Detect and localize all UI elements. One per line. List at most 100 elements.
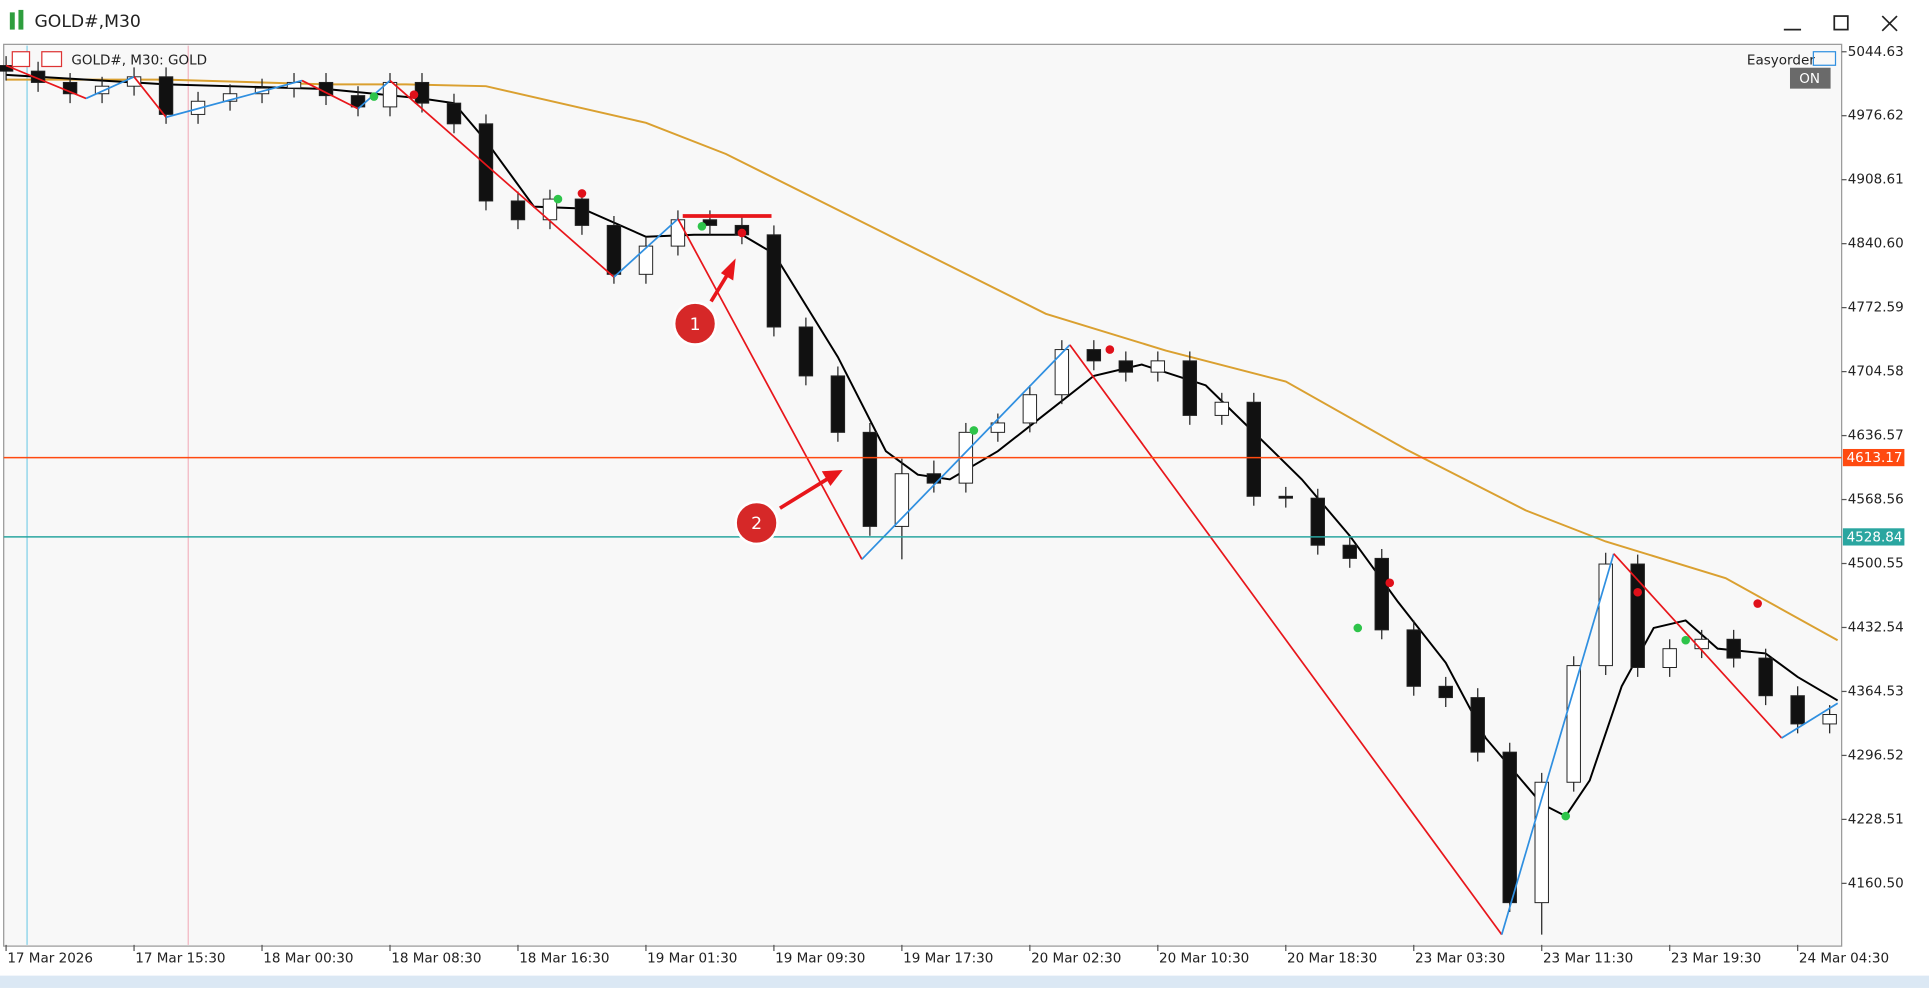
candle-body — [478, 123, 494, 202]
zigzag-segment — [1613, 553, 1783, 739]
y-tick-label: 4228.51 — [1848, 811, 1904, 827]
candle-body — [382, 81, 398, 108]
x-tick-label: 18 Mar 08:30 — [391, 950, 481, 966]
maximize-button[interactable] — [1833, 15, 1849, 31]
candle-body — [862, 431, 878, 527]
candle-body — [990, 422, 1006, 433]
candle-body — [830, 375, 846, 433]
x-tick-label: 17 Mar 15:30 — [135, 950, 225, 966]
candle-body — [158, 76, 174, 115]
candle-body — [1758, 657, 1773, 697]
y-tick-label: 4636.57 — [1848, 428, 1904, 444]
zigzag-segment — [1781, 702, 1839, 739]
zigzag-segment — [389, 79, 615, 278]
x-tick-label: 23 Mar 19:30 — [1671, 950, 1761, 966]
price-level-label: 4528.84 — [1847, 530, 1903, 546]
signal-dot — [409, 90, 419, 99]
callout-label: 1 — [690, 315, 701, 335]
signal-dot — [1105, 345, 1115, 354]
toolbar-icons — [11, 51, 63, 68]
on-button[interactable] — [1789, 67, 1831, 89]
price-level-box — [1842, 528, 1905, 546]
zigzag-segment — [85, 76, 135, 100]
y-tick-label: 4704.58 — [1848, 364, 1904, 380]
candle-body — [62, 81, 78, 95]
symbol-label: GOLD#, M30: GOLD — [71, 52, 207, 68]
signal-dot — [1753, 599, 1762, 608]
y-tick-label: 5044.63 — [1848, 44, 1904, 60]
candle-body — [94, 85, 110, 95]
candle-body — [1022, 394, 1038, 424]
signal-dot — [1633, 587, 1643, 597]
candle-body — [1310, 497, 1325, 546]
candle-body — [510, 200, 526, 221]
candle-body — [1790, 695, 1805, 725]
candle-body — [926, 473, 942, 484]
x-tick-label: 18 Mar 00:30 — [263, 950, 353, 966]
close-button[interactable] — [1881, 15, 1898, 32]
zigzag-segment — [677, 218, 863, 560]
candle-body — [766, 234, 782, 328]
signal-dot — [969, 426, 979, 435]
zigzag-segment — [5, 64, 87, 100]
callout-label: 2 — [751, 514, 762, 534]
zigzag-segment — [301, 79, 359, 110]
y-tick-label: 4568.56 — [1848, 492, 1904, 508]
zigzag-segment — [613, 218, 679, 278]
zigzag-segment — [1500, 553, 1615, 935]
on-button-label[interactable]: ON — [1799, 71, 1820, 87]
x-tick-label: 19 Mar 09:30 — [775, 950, 865, 966]
candle-body — [1182, 360, 1198, 416]
x-tick-label: 17 Mar 2026 — [7, 950, 93, 966]
candle-body — [1822, 714, 1837, 725]
candle-body — [1086, 349, 1102, 362]
candle-body — [1566, 665, 1581, 783]
x-tick-label: 23 Mar 11:30 — [1543, 950, 1633, 966]
app-icon — [9, 9, 24, 30]
callout-2: 2 — [734, 470, 843, 546]
x-tick-label: 24 Mar 04:30 — [1799, 950, 1889, 966]
signal-dot — [1353, 623, 1363, 633]
y-tick-label: 4976.62 — [1848, 108, 1904, 124]
signal-dot — [369, 92, 379, 101]
zigzag-segment — [133, 76, 167, 118]
candle-body — [606, 224, 622, 275]
panel-icon — [1812, 51, 1837, 66]
candle-body — [894, 473, 910, 527]
candle-body — [1502, 751, 1517, 904]
signal-dot — [577, 189, 587, 198]
candle-body — [1342, 544, 1357, 559]
y-tick-label: 4160.50 — [1848, 875, 1904, 891]
panel-label: Easyorder — [1747, 52, 1815, 68]
window-title: GOLD#,M30 — [34, 12, 140, 32]
zigzag-segment — [861, 344, 1071, 560]
bottom-bar — [0, 975, 1929, 988]
candle-body — [1118, 360, 1134, 373]
y-tick-label: 4296.52 — [1848, 747, 1904, 763]
candle-body — [542, 198, 558, 221]
y-tick-label: 4840.60 — [1848, 236, 1904, 252]
candle-body — [1054, 349, 1070, 396]
candle-body — [574, 198, 590, 226]
y-tick-label: 4500.55 — [1848, 556, 1904, 572]
signal-dot — [553, 194, 563, 204]
plot — [0, 56, 1842, 936]
x-tick-label: 20 Mar 02:30 — [1031, 950, 1121, 966]
x-tick-label: 20 Mar 10:30 — [1159, 950, 1249, 966]
signal-dot — [697, 222, 707, 231]
moving-average — [6, 78, 1839, 642]
title-bar — [0, 0, 1929, 42]
y-tick-label: 4364.53 — [1848, 683, 1904, 699]
candle-body — [798, 326, 814, 377]
candle-body — [318, 81, 334, 97]
candle-body — [446, 102, 462, 125]
x-tick-label: 19 Mar 01:30 — [647, 950, 737, 966]
candle-body — [1662, 648, 1677, 668]
candle-body — [1726, 638, 1741, 659]
candle-body — [1406, 629, 1421, 687]
price-level-box — [1842, 448, 1905, 467]
price-level-label: 4613.17 — [1847, 450, 1903, 466]
candle-body — [1246, 401, 1262, 497]
plot-area — [3, 43, 1843, 947]
